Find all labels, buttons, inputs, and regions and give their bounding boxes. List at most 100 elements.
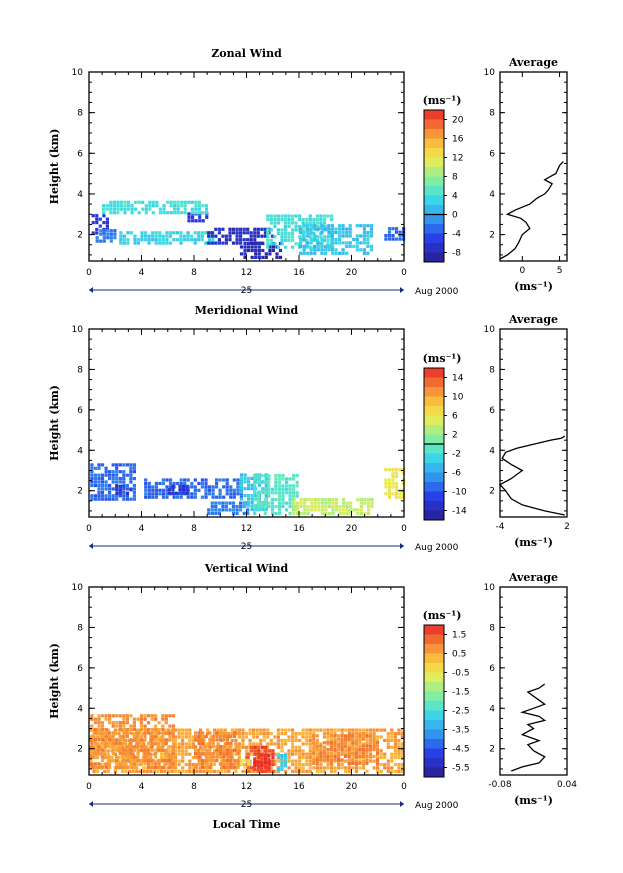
heatmap-cell xyxy=(390,759,394,763)
heatmap-cell xyxy=(305,738,309,742)
heatmap-cell xyxy=(294,766,298,770)
heatmap-cell xyxy=(144,204,148,208)
heatmap-cell xyxy=(267,487,271,491)
y-axis-label: Height (km) xyxy=(48,643,61,719)
heatmap-cell xyxy=(298,235,302,239)
heatmap-cell xyxy=(102,236,106,240)
heatmap-cell xyxy=(197,234,201,238)
heatmap-cell xyxy=(151,204,155,208)
heatmap-cell xyxy=(308,742,312,746)
heatmap-cell xyxy=(100,480,105,484)
heatmap-cell xyxy=(393,735,397,739)
heatmap-cell xyxy=(294,752,298,756)
heatmap-cell xyxy=(298,756,302,760)
heatmap-cell xyxy=(222,738,226,742)
heatmap-cell xyxy=(263,504,267,509)
heatmap-cell xyxy=(267,484,271,488)
heatmap-cell xyxy=(165,200,170,204)
heatmap-cell xyxy=(180,204,184,208)
heatmap-cell xyxy=(111,748,115,752)
heatmap-cell xyxy=(123,207,127,211)
heatmap-cell xyxy=(207,234,211,238)
heatmap-cell xyxy=(291,221,295,225)
heatmap-cell xyxy=(393,732,397,736)
heatmap-cell xyxy=(232,488,236,492)
heatmap-cell xyxy=(119,241,123,245)
heatmap-cell xyxy=(241,728,245,732)
heatmap-cell xyxy=(104,755,108,759)
heatmap-cell xyxy=(250,494,254,498)
heatmap-cell xyxy=(256,760,260,765)
heatmap-cell xyxy=(341,227,345,231)
heatmap-cell xyxy=(188,728,192,732)
date-day-label: 25 xyxy=(241,286,252,296)
heatmap-cell xyxy=(233,762,237,766)
heatmap-cell xyxy=(362,234,366,238)
heatmap-cell xyxy=(320,511,324,515)
heatmap-cell xyxy=(228,231,232,235)
heatmap-cell xyxy=(194,752,198,756)
heatmap-cell xyxy=(361,747,365,752)
heatmap-cell xyxy=(280,728,284,732)
heatmap-cell xyxy=(270,511,274,515)
heatmap-cell xyxy=(173,204,177,208)
colorbar-segment xyxy=(424,444,444,454)
heatmap-cell xyxy=(322,221,327,225)
heatmap-cell xyxy=(348,231,352,235)
heatmap-cell xyxy=(287,738,291,742)
heatmap-cell xyxy=(151,200,155,204)
heatmap-cell xyxy=(221,501,225,505)
heatmap-cell xyxy=(264,476,268,480)
heatmap-cell xyxy=(246,756,250,760)
profile-x-tick-label: 0.04 xyxy=(557,780,577,790)
heatmap-cell xyxy=(274,504,278,509)
heatmap-cell xyxy=(148,207,152,211)
heatmap-cell xyxy=(97,494,101,498)
heatmap-cell xyxy=(193,492,197,496)
heatmap-cell xyxy=(239,758,244,763)
heatmap-cell xyxy=(108,734,112,738)
heatmap-cell xyxy=(326,732,330,736)
heatmap-cell xyxy=(201,738,205,742)
heatmap-cell xyxy=(228,238,232,242)
heatmap-cell xyxy=(257,245,261,249)
heatmap-cell xyxy=(386,769,390,773)
heatmap-cell xyxy=(115,477,119,481)
heatmap-cell xyxy=(150,762,154,766)
heatmap-cell xyxy=(95,221,99,225)
heatmap-cell xyxy=(348,244,352,248)
heatmap-cell xyxy=(204,481,208,486)
heatmap-cell xyxy=(111,477,115,481)
heatmap-cell xyxy=(379,728,383,732)
heatmap-cell xyxy=(277,477,282,481)
heatmap-cell xyxy=(281,474,285,478)
heatmap-cell xyxy=(276,728,280,732)
colorbar-unit: (ms⁻¹) xyxy=(423,94,462,107)
heatmap-cell xyxy=(197,762,201,766)
heatmap-cell xyxy=(90,466,94,470)
heatmap-cell xyxy=(283,218,288,222)
heatmap-cell xyxy=(211,741,215,745)
heatmap-cell xyxy=(299,498,303,502)
heatmap-cell xyxy=(116,200,120,204)
heatmap-cell xyxy=(204,734,208,738)
heatmap-cell xyxy=(283,769,288,773)
heatmap-cell xyxy=(129,745,133,749)
heatmap-cell xyxy=(363,511,367,515)
heatmap-cell xyxy=(197,731,201,735)
heatmap-cell xyxy=(397,749,401,753)
heatmap-cell xyxy=(171,724,175,728)
heatmap-cell xyxy=(225,734,230,738)
heatmap-cell xyxy=(283,224,288,229)
heatmap-cell xyxy=(308,221,312,225)
heatmap-cell xyxy=(361,737,365,741)
heatmap-cell xyxy=(244,735,249,739)
heatmap-cell xyxy=(143,738,147,742)
heatmap-cell xyxy=(104,497,108,501)
heatmap-cell xyxy=(349,504,353,509)
heatmap-cell xyxy=(256,504,260,509)
heatmap-cell xyxy=(334,237,338,242)
heatmap-cell xyxy=(257,248,261,253)
heatmap-cell xyxy=(132,497,136,501)
heatmap-cell xyxy=(262,735,266,739)
